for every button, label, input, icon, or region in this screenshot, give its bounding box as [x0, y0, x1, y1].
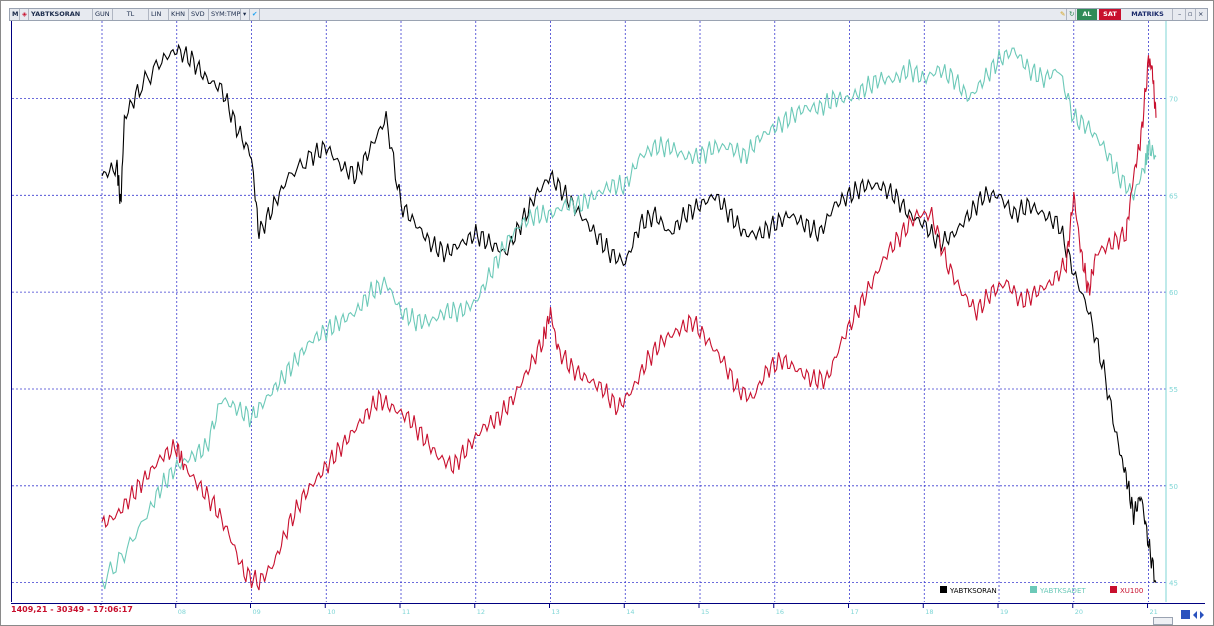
x-tick-label: 21 [1150, 608, 1158, 616]
bird-icon[interactable]: ✔ [250, 9, 260, 20]
chart-plot-area[interactable]: 70 65 60 55 50 45 YABTKSORAN YABTKSADET XU100 [11, 21, 1206, 602]
sell-button[interactable]: SAT [1099, 9, 1121, 20]
menu-button[interactable]: M [12, 9, 20, 20]
status-readout: 1409,21 - 30349 - 17:06:17 [10, 605, 134, 614]
link-icon[interactable] [1181, 610, 1190, 619]
x-axis-labels: 070809101112131415161718192021 [100, 604, 1158, 616]
x-tick-label: 13 [552, 608, 560, 616]
legend-label: YABTKSADET [1039, 587, 1086, 595]
x-tick-label: 14 [626, 608, 634, 616]
legend-swatch [1030, 586, 1037, 593]
horizontal-scrollbar[interactable] [1153, 617, 1173, 625]
brand-logo: MATRIKS [1123, 9, 1173, 20]
x-tick-label: 12 [477, 608, 485, 616]
series-line-yabtksoran [101, 43, 1157, 584]
buy-button[interactable]: AL [1077, 9, 1097, 20]
currency-selector[interactable]: TL [113, 9, 149, 20]
series-line-xu100 [101, 55, 1157, 591]
maximize-icon[interactable]: ▫ [1186, 9, 1196, 20]
series-layer [101, 43, 1157, 591]
line-chart: 70 65 60 55 50 45 YABTKSORAN YABTKSADET XU100 [12, 21, 1178, 602]
pencil-icon[interactable]: ✎ [1060, 9, 1067, 20]
flag-icon[interactable]: ◈ [22, 9, 29, 20]
minimize-icon[interactable]: – [1176, 9, 1186, 20]
x-tick-label: 19 [1000, 608, 1008, 616]
y-tick-label: 55 [1169, 386, 1178, 394]
chevron-down-icon[interactable]: ▾ [241, 9, 250, 20]
linear-scale-button[interactable]: LIN [149, 9, 169, 20]
x-tick-label: 08 [178, 608, 186, 616]
legend-swatch [940, 586, 947, 593]
x-tick-label: 09 [253, 608, 261, 616]
x-axis: 070809101112131415161718192021 [11, 603, 1205, 617]
chart-toolbar: M ◈ YABTKSORAN GUN TL LIN KHN SVD SYM:TM… [9, 8, 1208, 21]
nav-controls [1181, 607, 1205, 619]
grid-lines [12, 21, 1166, 602]
y-tick-label: 50 [1169, 483, 1178, 491]
series-line-yabtksadet [101, 47, 1157, 590]
svd-button[interactable]: SVD [189, 9, 209, 20]
symbol-selector[interactable]: YABTKSORAN [29, 9, 93, 20]
y-tick-label: 60 [1169, 289, 1178, 297]
x-tick-label: 18 [925, 608, 933, 616]
x-tick-label: 10 [327, 608, 335, 616]
arrow-right-icon[interactable] [1200, 611, 1204, 619]
x-tick-label: 20 [1075, 608, 1083, 616]
refresh-icon[interactable]: ↻ [1069, 9, 1076, 20]
y-tick-label: 65 [1169, 192, 1178, 200]
khn-button[interactable]: KHN [169, 9, 189, 20]
x-tick-label: 11 [402, 608, 410, 616]
legend: YABTKSORAN YABTKSADET XU100 [940, 586, 1143, 595]
legend-swatch [1110, 586, 1117, 593]
y-tick-label: 70 [1169, 95, 1178, 103]
arrow-left-icon[interactable] [1193, 611, 1197, 619]
x-tick-label: 15 [701, 608, 709, 616]
close-icon[interactable]: × [1198, 10, 1204, 18]
x-tick-label: 17 [851, 608, 859, 616]
x-tick-label: 16 [776, 608, 784, 616]
legend-label: YABTKSORAN [949, 587, 997, 595]
right-axis: 70 65 60 55 50 45 [1165, 21, 1178, 602]
sym-tmp-selector[interactable]: SYM:TMP [211, 9, 241, 20]
y-tick-label: 45 [1169, 580, 1178, 588]
period-selector[interactable]: GUN [93, 9, 113, 20]
legend-label: XU100 [1120, 587, 1143, 595]
